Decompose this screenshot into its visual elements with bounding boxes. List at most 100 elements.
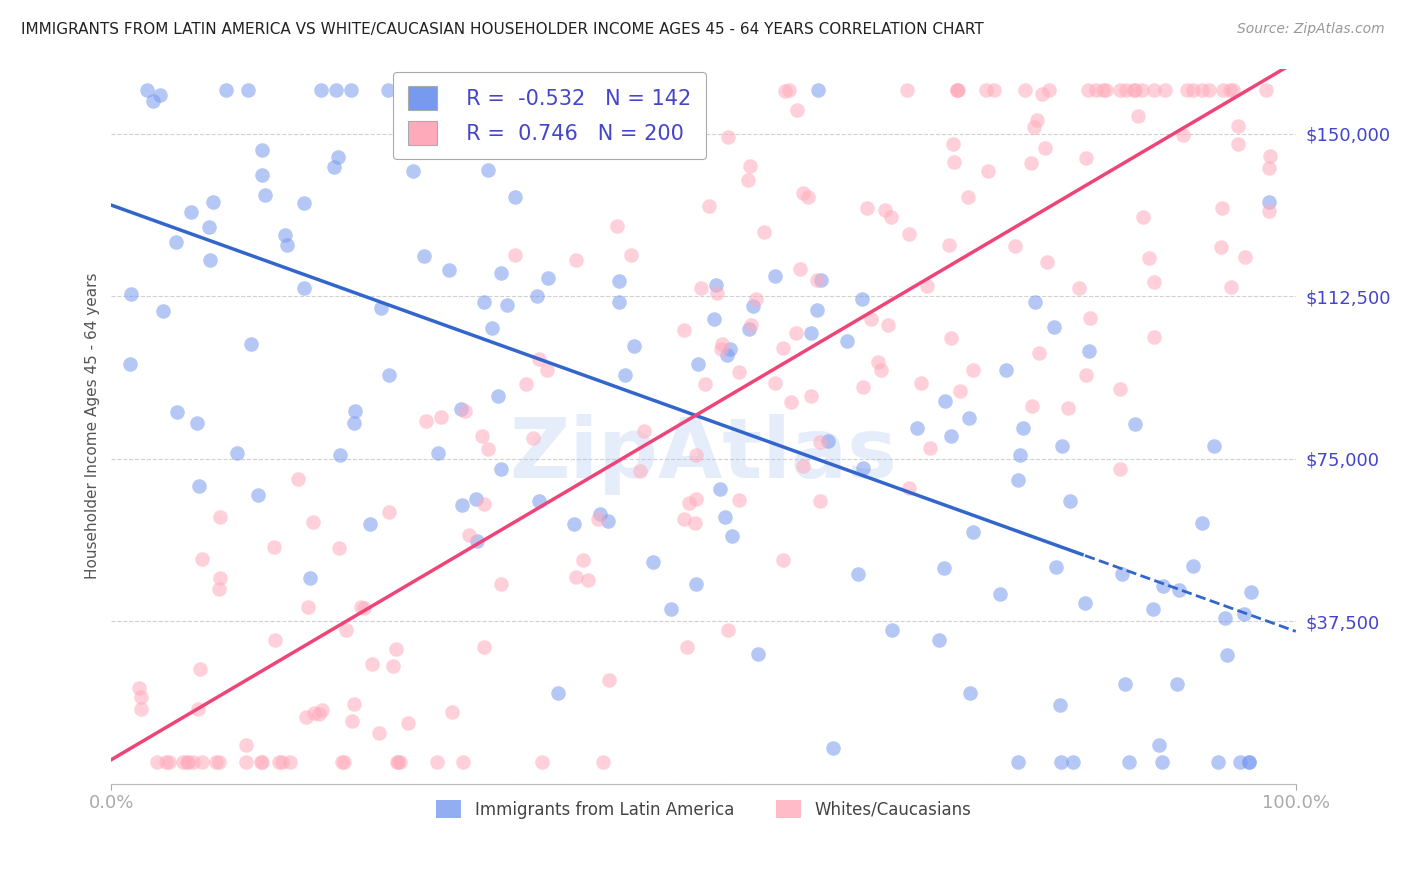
Text: IMMIGRANTS FROM LATIN AMERICA VS WHITE/CAUCASIAN HOUSEHOLDER INCOME AGES 45 - 64: IMMIGRANTS FROM LATIN AMERICA VS WHITE/C… <box>21 22 984 37</box>
Point <box>142 95 165 109</box>
Point <box>136 83 159 97</box>
Point <box>669 134 692 148</box>
Point <box>716 624 738 638</box>
Point <box>449 83 471 97</box>
Point <box>486 389 509 403</box>
Point <box>198 219 221 234</box>
Point <box>716 348 738 362</box>
Point <box>385 755 408 769</box>
Point <box>806 302 828 317</box>
Point <box>710 336 733 351</box>
Point <box>939 331 962 345</box>
Point <box>1257 204 1279 219</box>
Point <box>1050 439 1073 453</box>
Point <box>1233 607 1256 621</box>
Point <box>704 278 727 293</box>
Point <box>299 571 322 585</box>
Point <box>1069 281 1091 295</box>
Point <box>638 103 661 118</box>
Point <box>503 190 526 204</box>
Point <box>710 342 733 356</box>
Point <box>166 405 188 419</box>
Point <box>246 488 269 502</box>
Text: Source: ZipAtlas.com: Source: ZipAtlas.com <box>1237 22 1385 37</box>
Point <box>685 449 707 463</box>
Point <box>745 292 768 306</box>
Point <box>728 365 751 379</box>
Point <box>343 698 366 712</box>
Point <box>609 295 631 310</box>
Point <box>772 341 794 355</box>
Point <box>928 632 950 647</box>
Point <box>208 582 231 597</box>
Point <box>1035 140 1057 154</box>
Point <box>1114 677 1136 691</box>
Point <box>1091 83 1114 97</box>
Point <box>564 570 586 584</box>
Point <box>808 435 831 450</box>
Point <box>1219 280 1241 294</box>
Point <box>1007 473 1029 487</box>
Point <box>1074 152 1097 166</box>
Point <box>481 321 503 335</box>
Point <box>576 573 599 587</box>
Point <box>941 136 963 151</box>
Point <box>1137 251 1160 265</box>
Point <box>678 496 700 510</box>
Point <box>536 363 558 377</box>
Point <box>1111 567 1133 582</box>
Point <box>267 755 290 769</box>
Point <box>496 298 519 312</box>
Point <box>1108 462 1130 476</box>
Point <box>1212 83 1234 97</box>
Point <box>907 421 929 435</box>
Point <box>1191 516 1213 530</box>
Point <box>465 534 488 549</box>
Point <box>263 540 285 554</box>
Point <box>332 755 354 769</box>
Point <box>131 690 153 704</box>
Point <box>1038 83 1060 97</box>
Point <box>471 429 494 443</box>
Point <box>918 441 941 455</box>
Point <box>1118 755 1140 769</box>
Point <box>440 705 463 719</box>
Point <box>1024 120 1046 134</box>
Point <box>176 755 198 769</box>
Point <box>1130 83 1153 97</box>
Point <box>1062 755 1084 769</box>
Point <box>270 755 292 769</box>
Point <box>817 434 839 448</box>
Point <box>187 702 209 716</box>
Point <box>450 401 472 416</box>
Point <box>1202 439 1225 453</box>
Point <box>1007 755 1029 769</box>
Point <box>1045 559 1067 574</box>
Point <box>737 172 759 186</box>
Point <box>329 448 352 462</box>
Point <box>977 164 1000 178</box>
Point <box>377 505 399 519</box>
Point <box>1014 83 1036 97</box>
Point <box>186 416 208 430</box>
Point <box>343 404 366 418</box>
Point <box>697 199 720 213</box>
Point <box>1077 83 1099 97</box>
Point <box>1143 276 1166 290</box>
Point <box>439 262 461 277</box>
Point <box>367 726 389 740</box>
Point <box>278 755 301 769</box>
Point <box>988 587 1011 601</box>
Point <box>1049 698 1071 712</box>
Point <box>946 83 969 97</box>
Point <box>1211 201 1233 215</box>
Point <box>1035 255 1057 269</box>
Point <box>613 368 636 383</box>
Point <box>709 482 731 496</box>
Point <box>1234 250 1257 264</box>
Point <box>205 755 228 769</box>
Point <box>149 87 172 102</box>
Point <box>526 289 548 303</box>
Point <box>740 318 762 333</box>
Point <box>598 673 620 687</box>
